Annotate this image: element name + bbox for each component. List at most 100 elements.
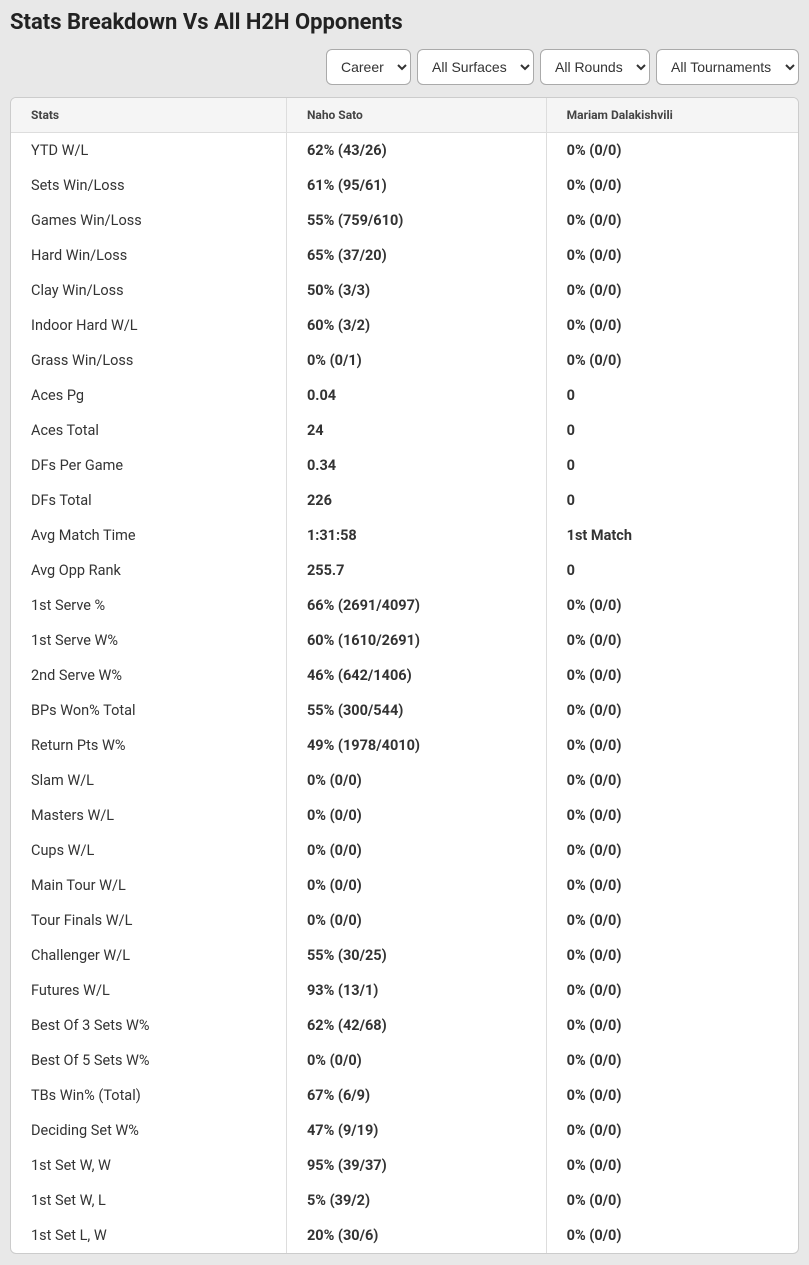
stat-label: Hard Win/Loss (11, 238, 286, 273)
filter-period-select[interactable]: Career (326, 49, 411, 85)
stat-player2-value: 0% (0/0) (546, 1113, 798, 1148)
table-row: Aces Total240 (11, 413, 798, 448)
stat-player1-value: 62% (42/68) (286, 1008, 546, 1043)
table-row: Cups W/L0% (0/0)0% (0/0) (11, 833, 798, 868)
stat-player1-value: 226 (286, 483, 546, 518)
table-row: YTD W/L62% (43/26)0% (0/0) (11, 133, 798, 169)
filter-surface-select[interactable]: All Surfaces (417, 49, 534, 85)
table-row: 1st Set W, L5% (39/2)0% (0/0) (11, 1183, 798, 1218)
stat-label: Sets Win/Loss (11, 168, 286, 203)
stat-player2-value: 0 (546, 413, 798, 448)
table-row: 1st Serve W%60% (1610/2691)0% (0/0) (11, 623, 798, 658)
table-row: Masters W/L0% (0/0)0% (0/0) (11, 798, 798, 833)
stat-label: Indoor Hard W/L (11, 308, 286, 343)
stat-label: 1st Serve W% (11, 623, 286, 658)
stat-label: BPs Won% Total (11, 693, 286, 728)
stat-label: TBs Win% (Total) (11, 1078, 286, 1113)
stat-player2-value: 0% (0/0) (546, 1148, 798, 1183)
stat-player1-value: 5% (39/2) (286, 1183, 546, 1218)
table-row: 2nd Serve W%46% (642/1406)0% (0/0) (11, 658, 798, 693)
stat-player2-value: 0% (0/0) (546, 973, 798, 1008)
stat-label: DFs Per Game (11, 448, 286, 483)
stat-player1-value: 46% (642/1406) (286, 658, 546, 693)
stat-player2-value: 0% (0/0) (546, 623, 798, 658)
stat-player2-value: 0% (0/0) (546, 763, 798, 798)
stat-player2-value: 0% (0/0) (546, 833, 798, 868)
stat-label: Grass Win/Loss (11, 343, 286, 378)
stat-player1-value: 93% (13/1) (286, 973, 546, 1008)
table-row: 1st Set L, W20% (30/6)0% (0/0) (11, 1218, 798, 1253)
stats-table-container: Stats Naho Sato Mariam Dalakishvili YTD … (10, 97, 799, 1254)
stat-player1-value: 24 (286, 413, 546, 448)
stat-player2-value: 0% (0/0) (546, 343, 798, 378)
stat-player1-value: 62% (43/26) (286, 133, 546, 169)
stat-player2-value: 0% (0/0) (546, 238, 798, 273)
table-row: Best Of 5 Sets W%0% (0/0)0% (0/0) (11, 1043, 798, 1078)
stat-player1-value: 0% (0/1) (286, 343, 546, 378)
stat-player1-value: 65% (37/20) (286, 238, 546, 273)
stat-player2-value: 0% (0/0) (546, 588, 798, 623)
table-row: Slam W/L0% (0/0)0% (0/0) (11, 763, 798, 798)
filter-tournament-select[interactable]: All Tournaments (656, 49, 799, 85)
stat-label: Aces Pg (11, 378, 286, 413)
stat-player1-value: 49% (1978/4010) (286, 728, 546, 763)
stat-player2-value: 0% (0/0) (546, 273, 798, 308)
stat-player1-value: 61% (95/61) (286, 168, 546, 203)
stat-player2-value: 0 (546, 448, 798, 483)
table-row: Avg Match Time1:31:581st Match (11, 518, 798, 553)
stats-table: Stats Naho Sato Mariam Dalakishvili YTD … (11, 98, 798, 1253)
table-row: Main Tour W/L0% (0/0)0% (0/0) (11, 868, 798, 903)
stat-player1-value: 0% (0/0) (286, 903, 546, 938)
stat-player2-value: 0% (0/0) (546, 203, 798, 238)
table-row: Tour Finals W/L0% (0/0)0% (0/0) (11, 903, 798, 938)
stat-label: Best Of 3 Sets W% (11, 1008, 286, 1043)
stat-label: Challenger W/L (11, 938, 286, 973)
stat-player1-value: 55% (300/544) (286, 693, 546, 728)
table-row: Aces Pg0.040 (11, 378, 798, 413)
stat-label: Slam W/L (11, 763, 286, 798)
stat-label: Deciding Set W% (11, 1113, 286, 1148)
stat-player1-value: 0.34 (286, 448, 546, 483)
stat-player1-value: 1:31:58 (286, 518, 546, 553)
table-header-player2: Mariam Dalakishvili (546, 98, 798, 133)
stat-label: Return Pts W% (11, 728, 286, 763)
stat-player2-value: 0% (0/0) (546, 798, 798, 833)
stat-player2-value: 0 (546, 553, 798, 588)
stat-player1-value: 0% (0/0) (286, 763, 546, 798)
stat-player1-value: 95% (39/37) (286, 1148, 546, 1183)
stat-label: Tour Finals W/L (11, 903, 286, 938)
stat-player1-value: 0% (0/0) (286, 868, 546, 903)
filter-round-select[interactable]: All Rounds (540, 49, 650, 85)
stats-table-body: YTD W/L62% (43/26)0% (0/0)Sets Win/Loss6… (11, 133, 798, 1254)
page-title: Stats Breakdown Vs All H2H Opponents (10, 10, 799, 35)
table-row: DFs Per Game0.340 (11, 448, 798, 483)
stat-label: YTD W/L (11, 133, 286, 169)
table-row: 1st Serve %66% (2691/4097)0% (0/0) (11, 588, 798, 623)
stat-player2-value: 1st Match (546, 518, 798, 553)
stat-label: 1st Set W, L (11, 1183, 286, 1218)
table-row: Indoor Hard W/L60% (3/2)0% (0/0) (11, 308, 798, 343)
table-row: Deciding Set W%47% (9/19)0% (0/0) (11, 1113, 798, 1148)
stat-label: DFs Total (11, 483, 286, 518)
stat-player1-value: 50% (3/3) (286, 273, 546, 308)
stat-player1-value: 0% (0/0) (286, 798, 546, 833)
stat-player1-value: 20% (30/6) (286, 1218, 546, 1253)
stat-player2-value: 0 (546, 378, 798, 413)
stat-label: Main Tour W/L (11, 868, 286, 903)
table-row: Challenger W/L55% (30/25)0% (0/0) (11, 938, 798, 973)
table-row: Avg Opp Rank255.70 (11, 553, 798, 588)
stat-label: 2nd Serve W% (11, 658, 286, 693)
table-row: BPs Won% Total55% (300/544)0% (0/0) (11, 693, 798, 728)
table-header-player1: Naho Sato (286, 98, 546, 133)
stat-label: 1st Serve % (11, 588, 286, 623)
stat-label: Masters W/L (11, 798, 286, 833)
table-row: Return Pts W%49% (1978/4010)0% (0/0) (11, 728, 798, 763)
stat-player1-value: 60% (3/2) (286, 308, 546, 343)
stat-label: Best Of 5 Sets W% (11, 1043, 286, 1078)
filters-row: Career All Surfaces All Rounds All Tourn… (10, 49, 799, 85)
stat-player2-value: 0% (0/0) (546, 658, 798, 693)
stat-player2-value: 0 (546, 483, 798, 518)
stat-player2-value: 0% (0/0) (546, 133, 798, 169)
stat-player2-value: 0% (0/0) (546, 1008, 798, 1043)
stat-player1-value: 0% (0/0) (286, 1043, 546, 1078)
